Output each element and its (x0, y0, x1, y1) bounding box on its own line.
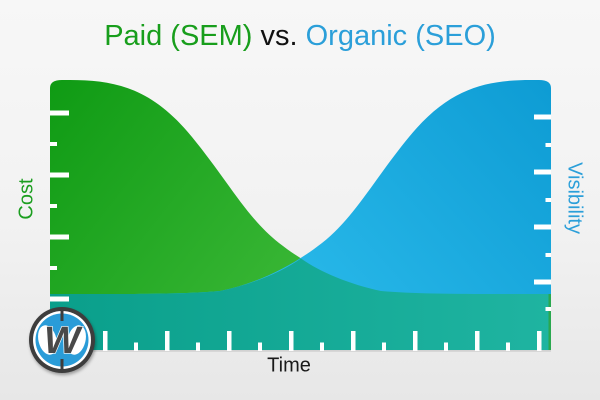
y-left-axis-label: Cost (15, 178, 38, 220)
y-right-axis-label: Visibility (563, 162, 586, 234)
title-vs: vs. (252, 20, 306, 52)
title-paid-sem: Paid (SEM) (104, 20, 253, 52)
title-organic-seo: Organic (SEO) (305, 20, 496, 52)
x-axis-ticks (103, 331, 542, 351)
x-axis-label: Time (267, 354, 311, 377)
logo-top-notch (60, 310, 64, 321)
chart-title: Paid (SEM) vs. Organic (SEO) (0, 20, 600, 53)
paid-sem-area (50, 80, 551, 350)
logo-left-leaf (38, 325, 57, 355)
right-edge-green-sliver (548, 294, 551, 350)
right-axis-ticks (534, 114, 551, 311)
organic-seo-area (50, 80, 551, 350)
left-axis-ticks (50, 110, 69, 302)
logo-bottom-notch (60, 359, 64, 370)
brand-logo: W (29, 307, 95, 373)
logo-right-leaf (67, 325, 86, 355)
overlap-area (50, 258, 551, 350)
chart-bottom-shadow (50, 350, 551, 352)
logo-w-letter: W (44, 320, 83, 362)
